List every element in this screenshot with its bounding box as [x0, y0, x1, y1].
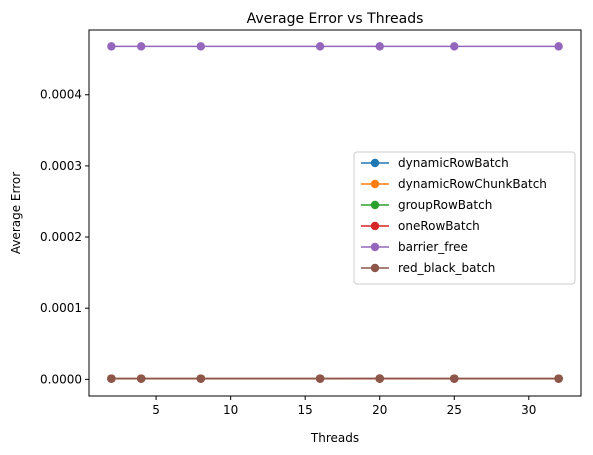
plot-area [88, 29, 582, 397]
y-axis: 0.0000 0.0001 0.0002 0.0003 0.0004 [40, 88, 89, 386]
data-point [315, 42, 325, 51]
legend-swatch-marker [370, 263, 380, 273]
legend: dynamicRowBatch dynamicRowChunkBatch group… [353, 151, 576, 285]
legend-label: dynamicRowChunkBatch [398, 177, 547, 191]
legend-item: red_black_batch [361, 261, 495, 275]
legend-label: groupRowBatch [398, 198, 492, 212]
series-barrier_free [107, 42, 563, 51]
y-tick-label: 0.0003 [40, 159, 82, 173]
chart-title: Average Error vs Threads [247, 11, 424, 27]
x-axis-label: Threads [310, 431, 359, 445]
y-tick-label: 0.0002 [40, 230, 82, 244]
data-point [196, 374, 206, 383]
legend-label: dynamicRowBatch [398, 156, 509, 170]
data-point [450, 42, 459, 51]
x-axis: 5 10 15 20 25 30 [152, 396, 536, 417]
legend-label: red_black_batch [398, 261, 495, 275]
data-point [375, 42, 384, 51]
legend-label: oneRowBatch [398, 219, 480, 233]
legend-label: barrier_free [398, 240, 468, 254]
data-point [315, 374, 325, 383]
legend-box [353, 151, 576, 285]
x-tick-label: 5 [152, 403, 160, 417]
legend-swatch-marker [370, 242, 380, 252]
legend-swatch-marker [370, 179, 380, 189]
data-point [136, 42, 146, 51]
legend-item: dynamicRowChunkBatch [361, 177, 547, 191]
legend-swatch-marker [370, 158, 380, 168]
data-point [450, 374, 459, 383]
x-tick-label: 25 [447, 403, 462, 417]
legend-item: groupRowBatch [361, 198, 492, 212]
x-tick-label: 15 [298, 403, 313, 417]
legend-swatch-marker [370, 221, 380, 231]
legend-item: barrier_free [361, 240, 468, 254]
x-tick-label: 30 [521, 403, 536, 417]
series-red_black_batch [107, 374, 563, 383]
series-layer [107, 42, 563, 383]
data-point [375, 374, 384, 383]
y-tick-label: 0.0004 [40, 88, 82, 102]
data-point [107, 374, 116, 383]
legend-item: dynamicRowBatch [361, 156, 509, 170]
y-tick-label: 0.0000 [40, 372, 82, 386]
data-point [554, 374, 563, 383]
y-axis-label: Average Error [9, 172, 23, 254]
y-tick-label: 0.0001 [40, 301, 82, 315]
data-point [107, 42, 116, 51]
legend-swatch-marker [370, 200, 380, 210]
x-tick-label: 20 [372, 403, 387, 417]
x-tick-label: 10 [223, 403, 238, 417]
data-point [554, 42, 563, 51]
legend-item: oneRowBatch [361, 219, 480, 233]
data-point [196, 42, 206, 51]
data-point [136, 374, 146, 383]
